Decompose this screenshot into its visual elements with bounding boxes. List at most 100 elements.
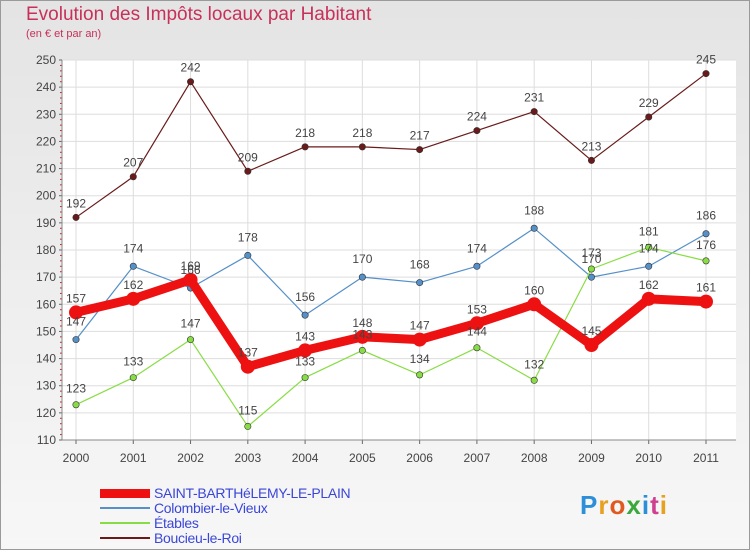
legend-item: Boucieu-le-Roi bbox=[100, 530, 242, 546]
data-point bbox=[473, 344, 481, 352]
data-point bbox=[699, 294, 713, 309]
data-point bbox=[412, 332, 427, 347]
data-label: 173 bbox=[581, 246, 601, 260]
data-label: 188 bbox=[524, 203, 544, 217]
data-label: 207 bbox=[123, 156, 143, 170]
data-label: 160 bbox=[524, 283, 544, 297]
x-tick-label: 2006 bbox=[406, 451, 433, 465]
data-label: 174 bbox=[467, 241, 487, 255]
data-label: 178 bbox=[238, 230, 258, 244]
data-label: 137 bbox=[238, 346, 258, 360]
x-tick-label: 2005 bbox=[349, 451, 376, 465]
data-label: 231 bbox=[524, 91, 544, 105]
data-label: 174 bbox=[639, 241, 659, 255]
legend-swatch bbox=[100, 537, 150, 539]
data-point bbox=[702, 70, 710, 78]
x-tick-label: 2000 bbox=[63, 451, 90, 465]
data-label: 242 bbox=[181, 61, 201, 75]
data-label: 218 bbox=[295, 126, 315, 140]
data-point bbox=[126, 291, 141, 306]
proxiti-logo: Proxiti bbox=[580, 490, 668, 520]
y-tick-label: 170 bbox=[36, 270, 56, 284]
data-label: 168 bbox=[410, 258, 430, 272]
data-label: 147 bbox=[66, 315, 86, 329]
data-point bbox=[244, 422, 252, 430]
data-label: 176 bbox=[696, 238, 716, 252]
data-point bbox=[72, 401, 80, 409]
data-label: 115 bbox=[238, 403, 257, 417]
data-label: 213 bbox=[581, 139, 601, 153]
data-label: 157 bbox=[66, 291, 86, 305]
data-label: 132 bbox=[524, 357, 544, 371]
data-label: 224 bbox=[467, 110, 487, 124]
data-label: 166 bbox=[181, 263, 201, 277]
data-label: 245 bbox=[696, 53, 716, 67]
data-label: 143 bbox=[295, 329, 315, 343]
data-point bbox=[183, 272, 198, 287]
data-point bbox=[584, 338, 599, 352]
y-tick-label: 150 bbox=[36, 324, 56, 338]
data-point bbox=[702, 257, 710, 265]
legend-label: Colombier-le-Vieux bbox=[154, 500, 268, 516]
data-point bbox=[587, 265, 595, 273]
data-point bbox=[358, 346, 366, 354]
x-tick-label: 2009 bbox=[578, 451, 605, 465]
series-line bbox=[71, 275, 711, 372]
data-label: 123 bbox=[66, 382, 86, 396]
data-label: 170 bbox=[581, 252, 601, 266]
data-point bbox=[129, 173, 137, 181]
y-tick-label: 230 bbox=[36, 107, 56, 121]
legend-item: SAINT-BARTHéLEMY-LE-PLAIN bbox=[100, 485, 351, 501]
y-tick-label: 110 bbox=[37, 433, 56, 447]
data-point bbox=[129, 262, 137, 270]
data-point bbox=[187, 336, 195, 344]
data-point bbox=[129, 374, 137, 382]
y-tick-label: 250 bbox=[36, 53, 56, 67]
data-point bbox=[301, 311, 309, 319]
data-point bbox=[72, 213, 80, 221]
x-tick-label: 2003 bbox=[234, 451, 261, 465]
data-point bbox=[473, 127, 481, 135]
legend-swatch bbox=[100, 507, 150, 509]
series-line bbox=[75, 246, 707, 428]
data-point bbox=[645, 262, 653, 270]
data-point bbox=[416, 279, 424, 287]
data-label: 143 bbox=[352, 327, 372, 341]
series-line bbox=[75, 72, 707, 219]
x-tick-label: 2001 bbox=[120, 451, 147, 465]
data-point bbox=[298, 343, 313, 358]
x-tick-label: 2002 bbox=[177, 451, 204, 465]
data-point bbox=[641, 291, 656, 306]
legend-label: SAINT-BARTHéLEMY-LE-PLAIN bbox=[154, 485, 351, 501]
legend-label: Boucieu-le-Roi bbox=[154, 530, 242, 546]
data-point bbox=[587, 273, 595, 281]
data-point bbox=[301, 374, 309, 382]
data-point bbox=[587, 156, 595, 164]
data-label: 156 bbox=[295, 290, 315, 304]
data-label: 147 bbox=[181, 317, 201, 331]
data-label: 133 bbox=[123, 355, 143, 369]
data-point bbox=[355, 329, 370, 344]
data-point bbox=[469, 316, 484, 331]
data-point bbox=[530, 108, 538, 116]
data-label: 134 bbox=[410, 352, 430, 366]
y-tick-label: 140 bbox=[36, 352, 56, 366]
data-label: 181 bbox=[639, 224, 659, 238]
data-label: 145 bbox=[581, 324, 601, 338]
x-tick-label: 2004 bbox=[292, 451, 319, 465]
data-point bbox=[530, 224, 538, 232]
x-tick-label: 2011 bbox=[693, 451, 719, 465]
legend-item: Colombier-le-Vieux bbox=[100, 500, 268, 516]
data-point bbox=[702, 230, 710, 238]
data-point bbox=[69, 305, 83, 320]
data-point bbox=[244, 251, 252, 259]
data-point bbox=[473, 262, 481, 270]
y-tick-label: 240 bbox=[36, 80, 56, 94]
data-label: 162 bbox=[123, 278, 143, 292]
y-tick-label: 130 bbox=[36, 379, 56, 393]
data-point bbox=[416, 371, 424, 379]
data-point bbox=[240, 359, 255, 374]
x-tick-label: 2010 bbox=[635, 451, 662, 465]
data-label: 153 bbox=[467, 302, 487, 316]
